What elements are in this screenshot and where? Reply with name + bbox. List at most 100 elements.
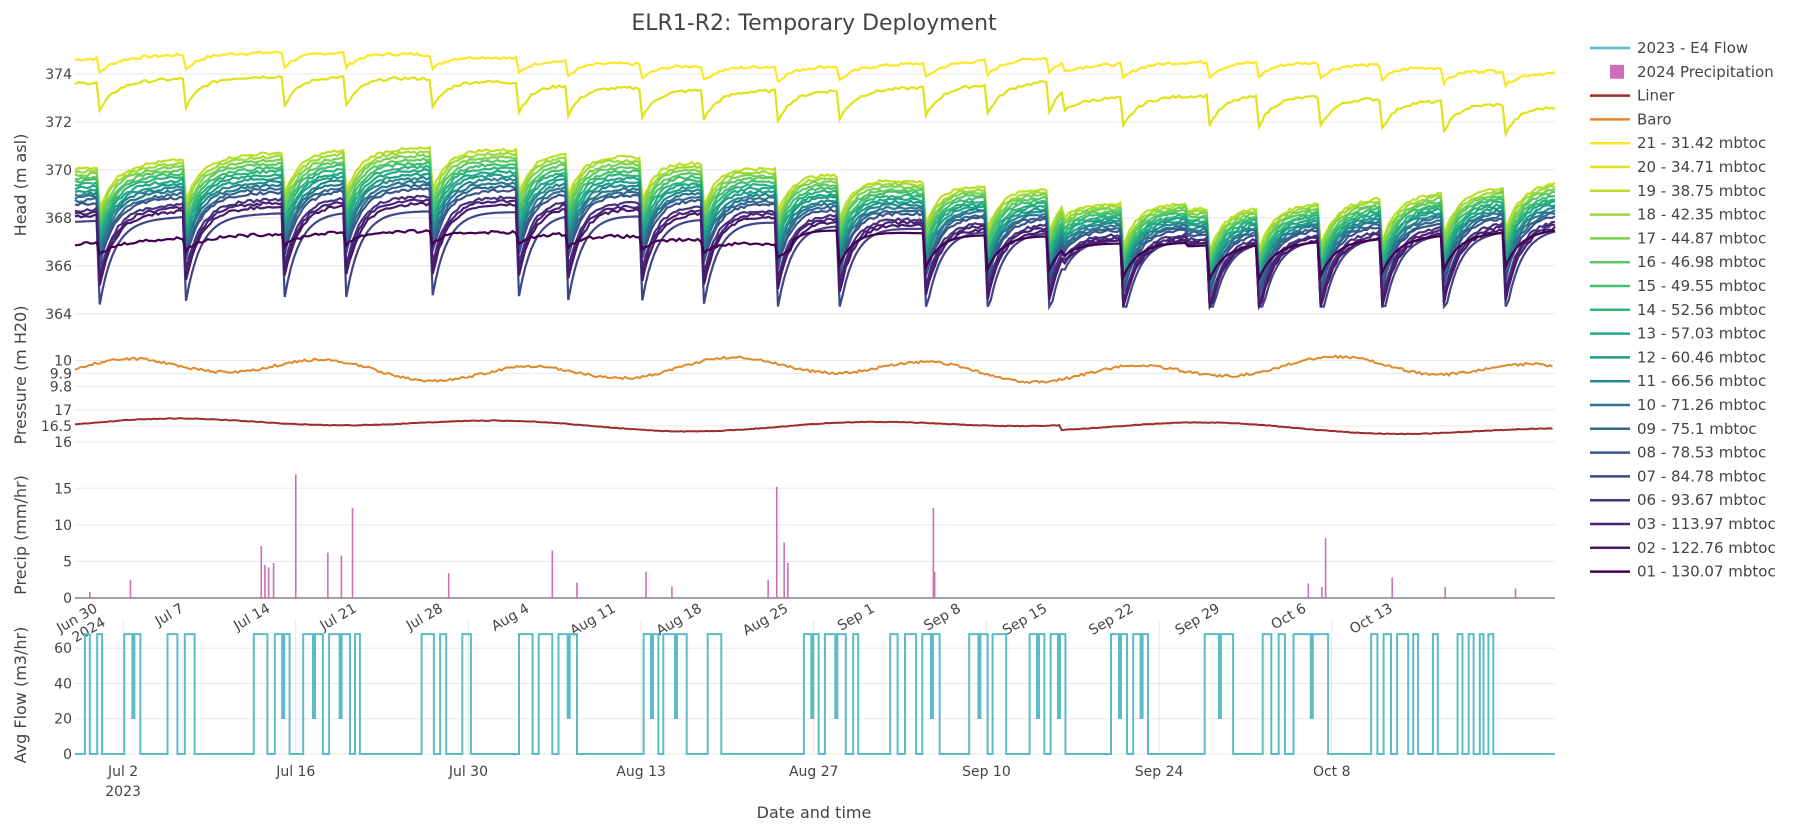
precip-x-tick-line: Jul 21 <box>317 601 360 635</box>
flow-y-tick-label: 20 <box>54 712 72 728</box>
precip-bar <box>1444 587 1447 598</box>
precip-x-tick-line: Sep 29 <box>1173 601 1223 639</box>
legend-entry-label: 08 - 78.53 mbtoc <box>1637 444 1766 462</box>
precip-x-tick-label: Sep 15 <box>1000 601 1050 639</box>
precip-y-axis-title: Precip (mm/hr) <box>11 475 30 595</box>
legend-entry-label: 01 - 130.07 mbtoc <box>1637 563 1776 581</box>
precip-x-tick-label: Oct 6 <box>1269 601 1310 634</box>
precip-bar <box>933 571 936 598</box>
flow-x-tick-line: Jul 30 <box>448 764 488 780</box>
precip-bar <box>294 474 297 598</box>
head-panel: 364 366 368 370 372 374 <box>45 50 1556 323</box>
precip-x-tick-label: Sep 1 <box>835 601 877 635</box>
legend-entry-label: 02 - 122.76 mbtoc <box>1637 539 1776 557</box>
flow-series-line <box>75 633 1555 755</box>
legend-swatch-square <box>1610 64 1624 79</box>
precip-bar <box>267 567 270 598</box>
flow-x-tick-label: Jul 2 2023 <box>105 764 141 800</box>
legend-entry-label: 07 - 84.78 mbtoc <box>1637 467 1766 485</box>
precip-x-tick-line: Sep 15 <box>1000 601 1050 639</box>
precip-bar <box>260 546 263 598</box>
flow-x-tick-line: 2023 <box>105 784 141 800</box>
precip-x-tick-label: Oct 13 <box>1347 601 1395 638</box>
head-y-tick-label: 364 <box>45 307 72 323</box>
legend-entry-label: 2024 Precipitation <box>1637 63 1774 81</box>
head-y-tick-label: 366 <box>45 259 72 275</box>
head-series-line <box>74 198 1556 307</box>
legend-entry-label: 03 - 113.97 mbtoc <box>1637 515 1776 533</box>
legend-entry-label: 17 - 44.87 mbtoc <box>1637 229 1766 247</box>
head-series-line <box>74 153 1556 260</box>
legend-entry-label: 2023 - E4 Flow <box>1637 39 1748 57</box>
liner-y-tick-label: 17 <box>54 403 72 419</box>
precip-x-tick-label: Jul 28 <box>403 601 446 635</box>
precip-x-tick-line: Oct 6 <box>1269 601 1310 634</box>
head-y-tick-label: 370 <box>45 163 72 179</box>
precip-x-tick-line: Sep 22 <box>1086 601 1136 639</box>
flow-x-tick-label: Oct 8 <box>1313 764 1351 780</box>
legend-entry-label: 18 - 42.35 mbtoc <box>1637 206 1766 224</box>
precip-x-tick-label: Aug 4 <box>489 601 532 635</box>
flow-x-tick-line: Aug 13 <box>616 764 666 780</box>
precip-bar <box>767 579 769 598</box>
precip-bar <box>783 542 785 598</box>
head-series-line <box>74 179 1556 290</box>
flow-x-tick-line: Sep 10 <box>962 764 1011 780</box>
precip-bar <box>775 486 778 598</box>
flow-x-tick-line: Jul 16 <box>275 764 315 780</box>
precip-x-tick-line: Sep 8 <box>921 601 963 635</box>
precip-x-tick-line: Sep 1 <box>835 601 877 635</box>
precip-bar <box>264 565 266 598</box>
precip-x-tick-line: Aug 25 <box>740 601 791 640</box>
head-y-tick-label: 368 <box>45 211 72 227</box>
flow-x-tick-line: Sep 24 <box>1135 764 1184 780</box>
precip-x-tick-label: Jul 14 <box>230 601 273 635</box>
head-series-line <box>74 194 1556 307</box>
precip-bar <box>576 582 578 598</box>
precip-bar <box>1514 588 1517 598</box>
legend: 2023 - E4 Flow 2024 Precipitation Liner Bar… <box>1590 39 1776 581</box>
head-series-line <box>74 75 1556 138</box>
flow-x-tick-label: Jul 30 <box>448 764 488 780</box>
legend-entry-label: 19 - 38.75 mbtoc <box>1637 182 1766 200</box>
precip-bar <box>1321 587 1323 598</box>
precip-bar <box>340 555 343 598</box>
flow-x-tick-label: Sep 24 <box>1135 764 1184 780</box>
precip-bar <box>551 550 554 598</box>
flow-x-tick-line: Jul 2 <box>107 764 138 780</box>
precip-x-tick-line: Jul 14 <box>230 601 273 635</box>
legend-entry-label: 20 - 34.71 mbtoc <box>1637 158 1766 176</box>
head-series-line <box>74 172 1556 280</box>
precip-bar <box>89 592 91 598</box>
legend-entry-label: 13 - 57.03 mbtoc <box>1637 325 1766 343</box>
precip-x-tick-label: Aug 25 <box>740 601 791 640</box>
head-series-line <box>74 228 1556 284</box>
flow-x-tick-line: Oct 8 <box>1313 764 1351 780</box>
precip-x-tick-label: Jul 7 <box>152 601 187 630</box>
flow-panel: 0 20 40 60 Jul 2 2023 Jul 16 Jul 30 Aug 13 Aug 27… <box>54 620 1555 800</box>
x-axis-title: Date and time <box>757 803 872 822</box>
precip-bar <box>1324 538 1327 598</box>
liner-series-line <box>74 417 1553 436</box>
precip-bar <box>447 573 450 598</box>
flow-x-tick-label: Aug 13 <box>616 764 666 780</box>
head-series-line <box>74 161 1556 267</box>
precip-bar <box>272 562 275 598</box>
flow-x-tick-label: Jul 16 <box>275 764 315 780</box>
precip-x-tick-label: Sep 8 <box>921 601 963 635</box>
precip-bar <box>787 562 789 598</box>
baro-y-tick-label: 9.9 <box>50 366 72 382</box>
precip-x-tick-label: Sep 29 <box>1173 601 1223 639</box>
legend-entry-label: 12 - 60.46 mbtoc <box>1637 348 1766 366</box>
flow-y-tick-label: 40 <box>54 676 72 692</box>
precip-y-tick-label: 5 <box>63 554 72 570</box>
flow-x-tick-label: Sep 10 <box>962 764 1011 780</box>
legend-entry-label: 06 - 93.67 mbtoc <box>1637 491 1766 509</box>
precip-x-tick-label: Jul 21 <box>317 601 360 635</box>
legend-entry-label: 14 - 52.56 mbtoc <box>1637 301 1766 319</box>
legend-entry-label: 10 - 71.26 mbtoc <box>1637 396 1766 414</box>
chart-title: ELR1-R2: Temporary Deployment <box>631 11 997 36</box>
baro-series-line <box>74 354 1554 385</box>
precip-x-tick-label: Sep 22 <box>1086 601 1136 639</box>
head-y-tick-label: 374 <box>45 67 72 83</box>
